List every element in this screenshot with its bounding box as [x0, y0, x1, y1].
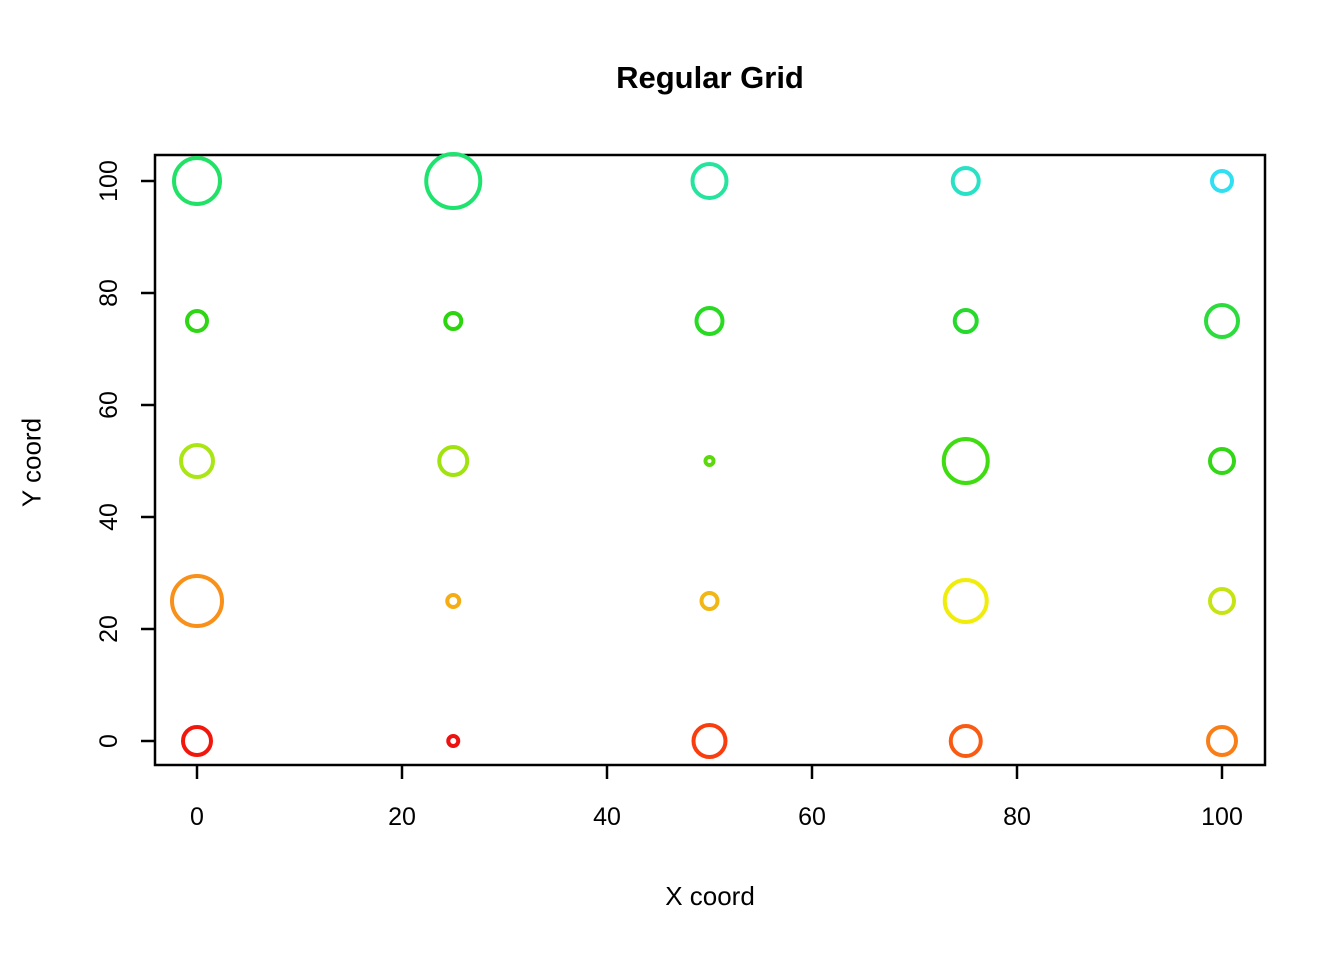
x-tick-label: 40 — [593, 803, 621, 831]
bubble-point — [446, 734, 461, 748]
bubble-point — [1208, 587, 1236, 615]
bubble-point — [181, 725, 213, 757]
bubble-point — [1204, 303, 1240, 339]
bubble-point — [1206, 725, 1238, 757]
x-axis-title: X coord — [665, 881, 755, 911]
x-tick-label: 20 — [388, 803, 416, 831]
plot-border — [153, 153, 1267, 767]
x-tick-label: 80 — [1003, 803, 1031, 831]
bubble-point — [1208, 447, 1236, 475]
bubble-point — [170, 574, 224, 628]
bubble-point — [691, 723, 728, 759]
y-axis-title: Y coord — [16, 417, 47, 508]
x-tick-label: 60 — [798, 803, 826, 831]
bubble-point — [950, 166, 981, 196]
bubble-point — [941, 437, 990, 485]
bubble-point — [445, 593, 462, 609]
bubble-point — [703, 455, 716, 467]
bubble-point — [694, 306, 725, 336]
chart-title: Regular Grid — [616, 60, 804, 95]
y-tick-label: 0 — [95, 734, 123, 748]
bubble-point — [948, 724, 983, 758]
bubble-point — [952, 308, 979, 334]
bubble-point — [443, 311, 464, 331]
x-tick-label: 0 — [190, 803, 204, 831]
bubble-point — [424, 152, 483, 210]
bubble-point — [437, 445, 470, 477]
bubble-point — [690, 162, 729, 200]
bubble-point — [185, 309, 209, 333]
bubble-point — [172, 156, 222, 206]
bubble-point — [1210, 169, 1234, 193]
y-tick-label: 40 — [95, 503, 123, 531]
y-tick-label: 100 — [95, 160, 123, 202]
y-tick-label: 20 — [95, 615, 123, 643]
y-tick-label: 80 — [95, 279, 123, 307]
bubble-point — [942, 578, 989, 624]
y-tick-label: 60 — [95, 391, 123, 419]
bubble-point — [699, 591, 720, 611]
bubble-point — [179, 443, 215, 479]
x-tick-label: 100 — [1201, 803, 1243, 831]
